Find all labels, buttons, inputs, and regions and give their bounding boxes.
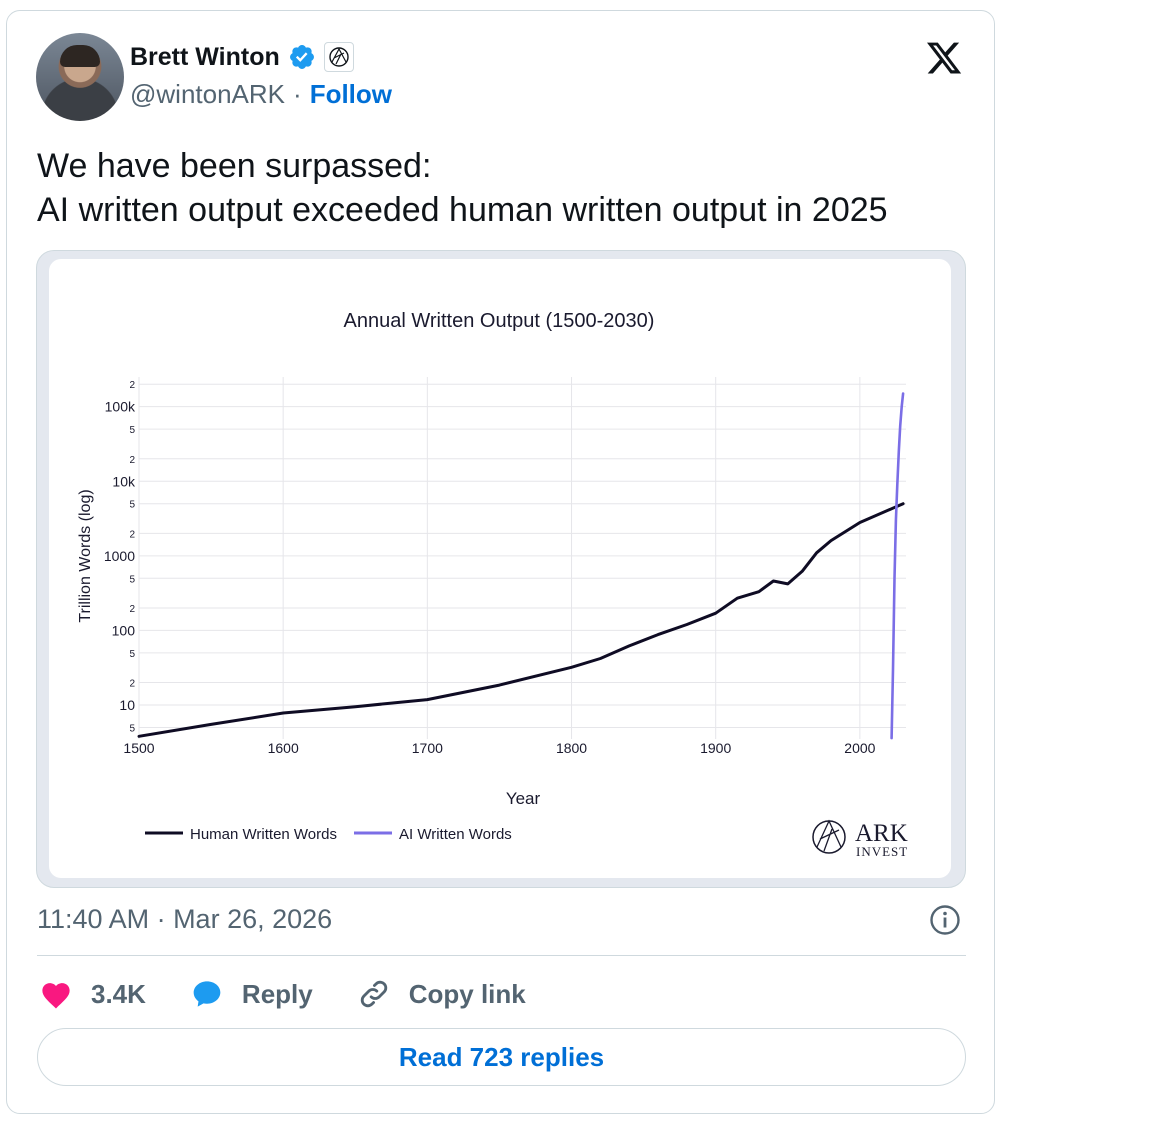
ark-affiliate-icon[interactable] [323, 42, 354, 72]
ark-logo-text: ARK [855, 820, 908, 847]
y-tick-label: 5 [129, 425, 135, 436]
handle-separator: · [293, 79, 302, 109]
line-chart: Annual Written Output (1500-2030) 5 10 2 5 1… [77, 310, 908, 859]
chart-title: Annual Written Output (1500-2030) [344, 310, 655, 332]
divider [37, 955, 966, 956]
chart-container: Annual Written Output (1500-2030) 5 10 2 5 1… [49, 259, 951, 878]
action-bar: 3.4K Reply Copy link [39, 976, 570, 1012]
info-icon[interactable] [929, 904, 961, 936]
y-tick-label: 5 [129, 649, 135, 660]
tweet-timestamp[interactable]: 11:40 AM · Mar 26, 2026 [37, 904, 333, 934]
heart-icon [42, 983, 70, 1009]
y-axis-label: Trillion Words (log) [77, 489, 94, 622]
x-tick-label: 1900 [700, 740, 731, 756]
like-count: 3.4K [91, 978, 146, 1009]
read-replies-button[interactable]: Read 723 replies [37, 1028, 966, 1086]
author-handle[interactable]: @wintonARK [130, 79, 286, 109]
x-tick-label: 2000 [844, 740, 875, 756]
link-icon [360, 980, 387, 1008]
human-written-words-line [137, 502, 905, 738]
reply-bubble-icon [193, 981, 221, 1007]
reply-label: Reply [241, 978, 313, 1009]
y-tick-label: 10 [119, 697, 135, 713]
copy-link-label: Copy link [408, 978, 526, 1009]
chart-series [137, 392, 905, 740]
legend-label-ai: AI Written Words [399, 826, 512, 843]
ark-logo-subtext: INVEST [856, 844, 908, 859]
y-tick-label: 10k [112, 473, 136, 489]
tweet-text: We have been surpassed: AI written outpu… [37, 144, 888, 232]
tweet-text-line-2: AI written output exceeded human written… [37, 191, 888, 229]
author-name[interactable]: Brett Winton [130, 42, 280, 71]
y-tick-label: 2 [129, 679, 135, 690]
y-tick-label: 2 [129, 455, 135, 466]
ark-invest-logo: ARK INVEST [812, 819, 908, 859]
y-tick-label: 5 [129, 500, 135, 511]
y-tick-label: 1000 [104, 548, 135, 564]
author-row: Brett Winton [130, 41, 354, 73]
follow-button[interactable]: Follow [309, 79, 393, 109]
y-tick-label: 5 [129, 574, 135, 585]
like-button[interactable]: 3.4K [39, 979, 146, 1010]
y-tick-label: 5 [129, 723, 135, 734]
x-tick-label: 1800 [556, 740, 587, 756]
y-tick-labels: 5 10 2 5 100 2 5 1000 2 5 10k 2 5 100k 2 [104, 380, 136, 734]
x-tick-label: 1500 [123, 740, 154, 756]
y-tick-label: 100k [105, 399, 136, 415]
x-axis-label: Year [506, 789, 541, 808]
avatar[interactable] [36, 33, 124, 121]
verified-badge-icon [289, 45, 314, 69]
x-logo-icon[interactable] [924, 39, 964, 77]
ai-written-words-line [890, 392, 905, 740]
handle-row: @wintonARK · Follow [130, 79, 392, 110]
tweet-text-line-1: We have been surpassed: [37, 147, 432, 185]
y-tick-label: 100 [112, 622, 136, 638]
legend-label-human: Human Written Words [190, 826, 337, 843]
x-tick-label: 1600 [268, 740, 299, 756]
x-tick-labels: 1500 1600 1700 1800 1900 2000 [123, 740, 875, 756]
copy-link-button[interactable]: Copy link [357, 977, 526, 1011]
x-tick-label: 1700 [412, 740, 443, 756]
reply-button[interactable]: Reply [190, 978, 313, 1010]
y-tick-label: 2 [129, 380, 135, 391]
chart-grid [138, 377, 906, 739]
tweet-card: Brett Winton @wintonARK · Follow We have… [6, 10, 995, 1114]
y-tick-label: 2 [129, 604, 135, 615]
tweet-media[interactable]: Annual Written Output (1500-2030) 5 10 2 5 1… [36, 250, 966, 888]
y-tick-label: 2 [129, 529, 135, 540]
chart-legend: Human Written Words AI Written Words [145, 826, 512, 843]
